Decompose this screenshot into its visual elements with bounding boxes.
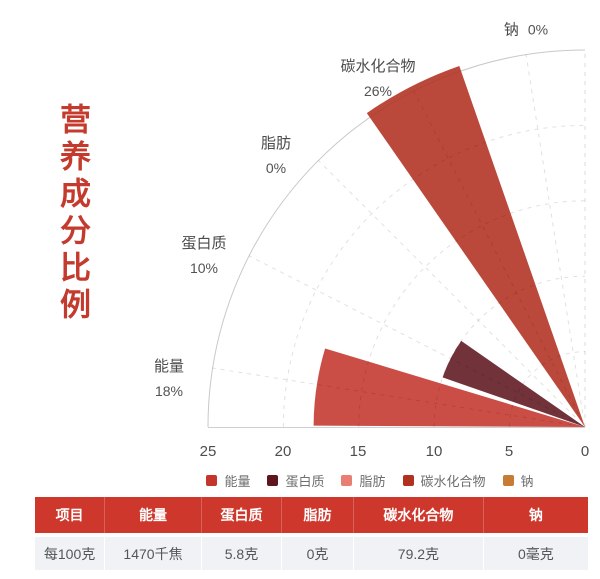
legend-item-sodium[interactable]: 钠	[502, 471, 534, 490]
legend-swatch-carbohydrate	[402, 474, 414, 486]
page-title: 营养成分比例	[55, 103, 90, 325]
table-row: 每100克 1470千焦 5.8克 0克 79.2克 0毫克	[35, 537, 588, 570]
sector-percent: 0%	[527, 21, 549, 37]
legend-label: 能量	[224, 473, 251, 489]
legend-item-carbohydrate[interactable]: 碳水化合物	[402, 471, 486, 490]
table-header-energy: 能量	[104, 497, 201, 533]
sector-label-sodium: 钠 0%	[504, 19, 548, 40]
rose-chart-canvas	[207, 49, 586, 428]
sector-name: 能量	[153, 358, 185, 375]
legend-label: 脂肪	[359, 473, 386, 489]
sector-label-carbohydrate: 碳水化合物 26%	[340, 55, 415, 99]
sector-percent: 0%	[265, 160, 287, 176]
legend-label: 钠	[520, 473, 534, 489]
table-header-carbohydrate: 碳水化合物	[352, 497, 483, 533]
table-cell-protein: 5.8克	[200, 537, 281, 570]
chart-legend: 能量 蛋白质 脂肪 碳水化合物 钠	[160, 470, 580, 490]
table-cell-item: 每100克	[43, 545, 96, 562]
sector-label-protein: 蛋白质 10%	[181, 232, 226, 276]
table-header-protein: 蛋白质	[200, 497, 281, 533]
radial-axis-tick: 25	[199, 443, 217, 460]
legend-item-energy[interactable]: 能量	[206, 471, 250, 490]
sector-percent: 26%	[363, 83, 393, 99]
legend-swatch-energy	[206, 474, 218, 486]
radial-axis-tick: 20	[274, 443, 292, 460]
legend-item-fat[interactable]: 脂肪	[341, 471, 386, 490]
sector-name: 碳水化合物	[340, 58, 416, 75]
legend-label: 蛋白质	[285, 473, 325, 489]
table-header-fat: 脂肪	[281, 497, 353, 533]
nutrition-rose-chart: 钠 0% 碳水化合物 26% 脂肪 0% 蛋白质 10% 能量 18% 25 2…	[154, 19, 590, 460]
legend-swatch-protein	[267, 474, 279, 486]
table-cell-sodium: 0毫克	[482, 537, 588, 570]
legend-swatch-fat	[341, 474, 353, 486]
radial-axis-tick: 0	[580, 443, 590, 460]
nutrition-table: 项目 能量 蛋白质 脂肪 碳水化合物 钠 每100克 1470千焦 5.8克 0…	[35, 497, 588, 570]
sector-percent: 10%	[189, 260, 219, 276]
radial-axis-tick: 5	[504, 443, 514, 460]
sector-name: 脂肪	[260, 135, 292, 152]
table-header-item: 项目	[55, 507, 84, 523]
table-cell-fat: 0克	[281, 537, 353, 570]
table-header-sodium: 钠	[482, 497, 588, 533]
radial-axis-tick: 15	[349, 443, 367, 460]
legend-swatch-sodium	[502, 474, 514, 486]
sector-label-fat: 脂肪 0%	[261, 132, 291, 176]
radial-axis-tick: 10	[425, 443, 443, 460]
table-header-row: 项目 能量 蛋白质 脂肪 碳水化合物 钠	[35, 497, 588, 533]
sector-label-energy: 能量 18%	[154, 355, 184, 399]
table-cell-energy: 1470千焦	[104, 537, 201, 570]
table-cell-carbohydrate: 79.2克	[352, 537, 483, 570]
sector-name: 蛋白质	[181, 235, 227, 252]
legend-label: 碳水化合物	[420, 473, 486, 489]
legend-item-protein[interactable]: 蛋白质	[267, 471, 324, 490]
sector-name: 钠	[503, 21, 519, 39]
sector-percent: 18%	[154, 383, 184, 399]
